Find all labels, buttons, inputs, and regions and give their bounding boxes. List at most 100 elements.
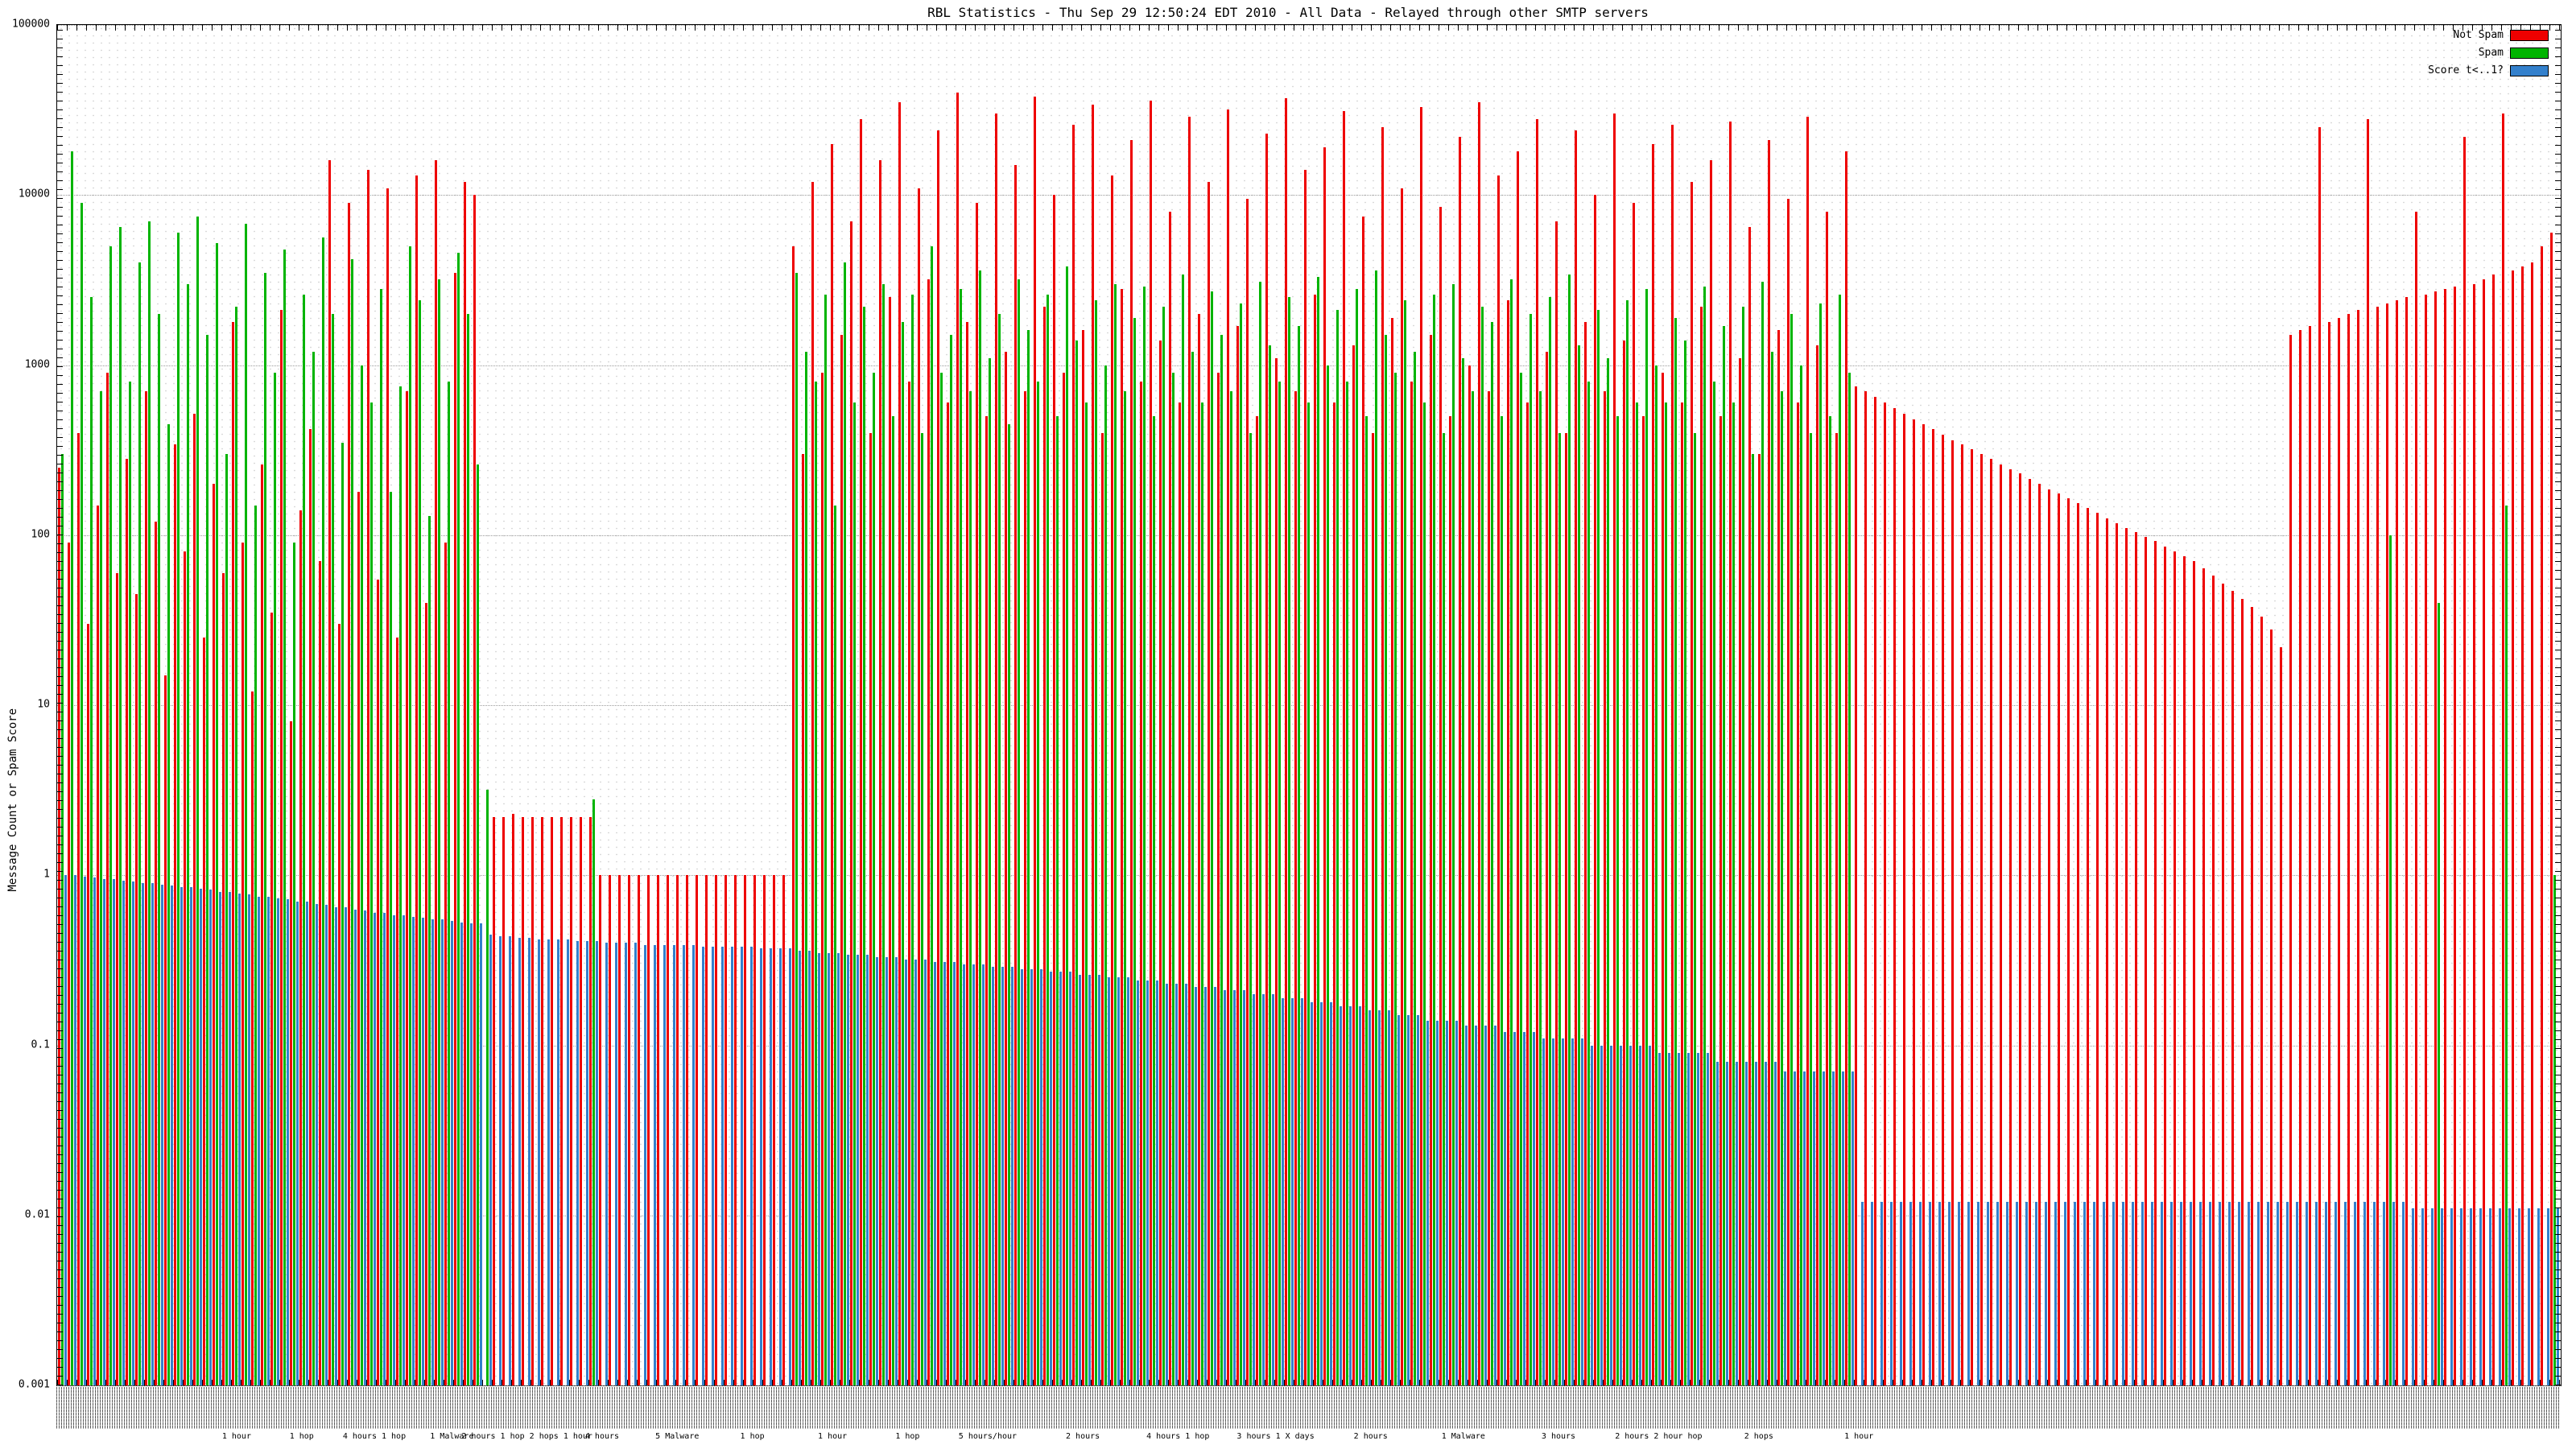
bar-notspam — [1641, 416, 1645, 1385]
bar-spam — [1355, 289, 1358, 1385]
bar-notspam — [1593, 195, 1596, 1385]
bar-score — [1300, 997, 1303, 1385]
bar-score — [720, 947, 724, 1385]
bar-group — [463, 25, 473, 1385]
bar-spam — [1770, 351, 1773, 1385]
bar-spam — [485, 789, 489, 1385]
y-tick-labels: 100000 10000 1000 100 10 1 0.1 0.01 0.001 — [0, 19, 53, 1391]
bar-score — [2169, 1202, 2173, 1385]
y-tick-label: 10 — [37, 698, 50, 711]
bar-notspam — [2289, 335, 2292, 1385]
bar-group — [2318, 25, 2327, 1385]
bar-notspam — [2366, 118, 2369, 1385]
bar-group — [2076, 25, 2086, 1385]
bar-group — [212, 25, 221, 1385]
bar-notspam — [2037, 484, 2041, 1385]
bar-score — [324, 905, 328, 1385]
bar-group — [753, 25, 762, 1385]
bar-spam — [1818, 303, 1822, 1385]
bar-score — [266, 896, 270, 1385]
bar-notspam — [1989, 459, 1992, 1385]
bar-spam — [1683, 340, 1686, 1385]
bar-notspam — [2376, 307, 2379, 1385]
bar-notspam — [1071, 124, 1075, 1385]
x-axis-label-band — [56, 1387, 2560, 1429]
bar-group — [2047, 25, 2057, 1385]
bar-notspam — [2057, 493, 2060, 1385]
bar-spam — [196, 216, 199, 1385]
bar-group — [1902, 25, 1912, 1385]
bar-score — [798, 950, 801, 1385]
bar-group — [540, 25, 550, 1385]
legend-swatch — [2510, 29, 2549, 41]
bar-group — [762, 25, 772, 1385]
y-tick-label: 10000 — [18, 188, 50, 200]
bar-notspam — [1844, 151, 1847, 1385]
bar-notspam — [1284, 98, 1287, 1385]
bar-group — [1970, 25, 1979, 1385]
bar-score — [1088, 974, 1091, 1385]
bar-notspam — [2095, 513, 2099, 1385]
bar-group — [1854, 25, 1864, 1385]
bar-score — [2121, 1202, 2124, 1385]
bar-score — [2227, 1202, 2231, 1385]
bar-spam — [1162, 307, 1165, 1385]
bar-score — [1310, 1001, 1313, 1385]
bar-score — [199, 889, 202, 1385]
bar-score — [1445, 1020, 1448, 1385]
bar-notspam — [1535, 118, 1538, 1385]
bar-score — [450, 920, 453, 1385]
bar-spam — [466, 313, 469, 1385]
bar-score — [614, 943, 617, 1385]
bar-spam — [302, 294, 305, 1385]
bar-group — [714, 25, 724, 1385]
bar-notspam — [125, 459, 128, 1385]
bar-notspam — [463, 181, 466, 1385]
bar-notspam — [405, 391, 408, 1385]
bar-notspam — [76, 432, 80, 1385]
bar-group — [2095, 25, 2105, 1385]
bar-group — [308, 25, 318, 1385]
bar-notspam — [2540, 246, 2543, 1385]
bar-notspam — [1352, 345, 1355, 1385]
bar-notspam — [2318, 127, 2321, 1385]
bar-group — [1622, 25, 1632, 1385]
bar-spam — [331, 313, 334, 1385]
bar-notspam — [695, 875, 698, 1385]
bar-group — [1554, 25, 1564, 1385]
bar-spam — [1538, 391, 1542, 1385]
bar-group — [1931, 25, 1941, 1385]
bar-group — [985, 25, 994, 1385]
bar-group — [1574, 25, 1583, 1385]
y-tick-label: 100000 — [12, 18, 50, 31]
bar-notspam — [753, 875, 756, 1385]
bar-group — [492, 25, 502, 1385]
bar-notspam — [2269, 629, 2273, 1385]
bar-spam — [350, 258, 353, 1385]
bar-notspam — [840, 335, 843, 1385]
bar-notspam — [917, 188, 920, 1385]
bar-spam — [360, 365, 363, 1385]
bar-spam — [1616, 416, 1619, 1385]
bar-notspam — [270, 613, 273, 1385]
bar-group — [2395, 25, 2405, 1385]
bar-group — [782, 25, 791, 1385]
bar-score — [2054, 1202, 2057, 1385]
bar-score — [2285, 1202, 2289, 1385]
bar-score — [2160, 1202, 2163, 1385]
bar-group — [975, 25, 985, 1385]
bar-group — [1352, 25, 1361, 1385]
bar-notspam — [1033, 96, 1036, 1385]
bar-score — [2372, 1202, 2376, 1385]
bar-group — [2453, 25, 2462, 1385]
bar-notspam — [811, 181, 814, 1385]
bar-spam — [1558, 432, 1561, 1385]
bar-notspam — [1216, 373, 1220, 1385]
bar-score — [1967, 1202, 1970, 1385]
bar-group — [1081, 25, 1091, 1385]
bar-score — [1174, 984, 1178, 1385]
bar-group — [2018, 25, 2028, 1385]
bar-notspam — [2298, 330, 2301, 1385]
bar-notspam — [250, 691, 254, 1385]
bar-score — [933, 961, 936, 1385]
